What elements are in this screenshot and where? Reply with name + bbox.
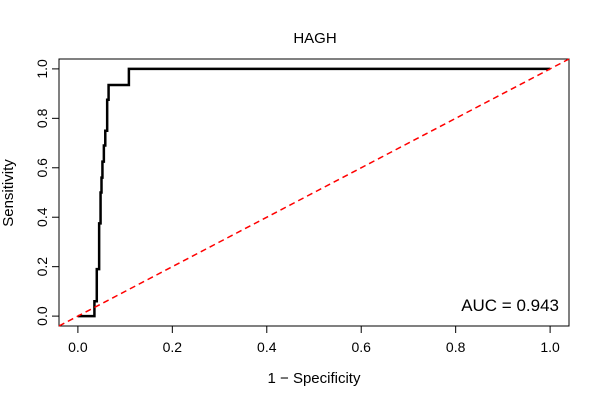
y-tick-label: 0.8 (34, 108, 50, 128)
x-tick-label: 1.0 (540, 339, 560, 355)
reference-diagonal-line (58, 58, 570, 327)
roc-curve-line (77, 67, 551, 318)
x-tick-label: 0.0 (68, 339, 88, 355)
auc-annotation: AUC = 0.943 (461, 296, 559, 315)
y-tick-label: 0.0 (34, 306, 50, 326)
x-tick-label: 0.8 (446, 339, 466, 355)
y-tick-label: 0.4 (34, 207, 50, 227)
x-tick-label: 0.6 (351, 339, 371, 355)
y-tick-label: 0.2 (34, 257, 50, 277)
x-tick-label: 0.4 (257, 339, 277, 355)
x-tick-label: 0.2 (163, 339, 183, 355)
chart-title: HAGH (293, 30, 336, 47)
y-tick-label: 0.6 (34, 158, 50, 178)
x-axis: 0.0 0.2 0.4 0.6 0.8 1.0 (68, 325, 560, 355)
y-axis: 0.0 0.2 0.4 0.6 0.8 1.0 (34, 59, 60, 326)
y-tick-label: 1.0 (34, 59, 50, 79)
plot-frame (58, 58, 570, 327)
x-axis-label: 1 − Specificity (268, 370, 361, 387)
y-axis-label: Sensitivity (0, 159, 17, 227)
plot-layer (58, 58, 570, 327)
